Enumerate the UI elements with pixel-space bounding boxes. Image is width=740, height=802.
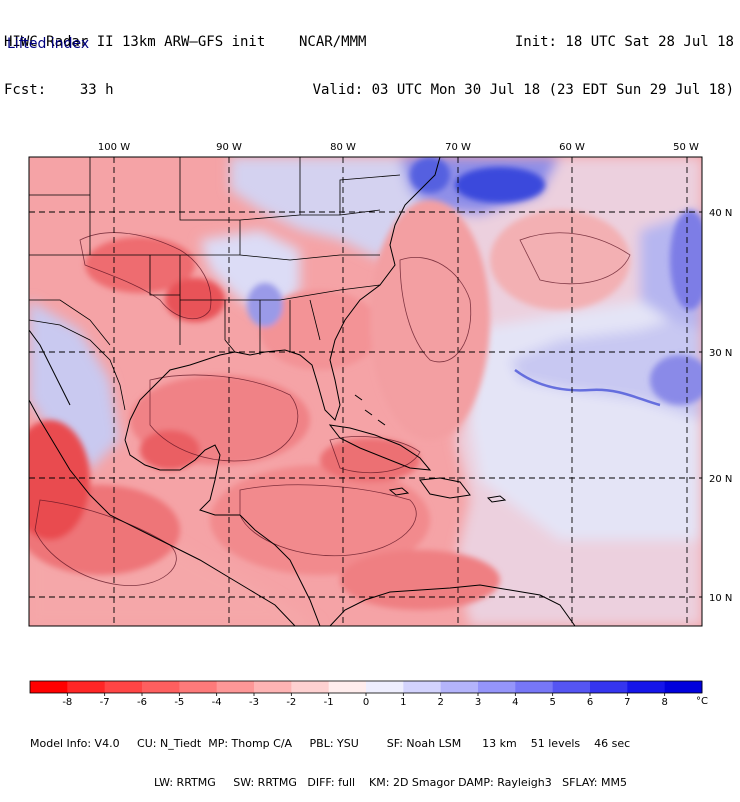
colorbar-swatch — [478, 681, 516, 693]
unstable-core-pacific — [29, 420, 90, 540]
map-border — [28, 156, 703, 627]
contour-line-cuba — [329, 436, 421, 474]
footer-line-2: LW: RRTMG SW: RRTMG DIFF: full KM: 2D Sm… — [154, 776, 627, 789]
coastline-central-america — [239, 514, 321, 626]
colorbar-label: -1 — [324, 697, 334, 708]
colorbar-label: -2 — [286, 697, 296, 708]
valid-time: Valid: 03 UTC Mon 30 Jul 18 (23 EDT Sun … — [312, 82, 734, 98]
model-title: HIWC Radar II 13km ARW—GFS init NCAR/MMM — [4, 34, 367, 50]
colorbar-swatch — [552, 681, 591, 693]
stable-core-gulf-maine — [455, 167, 545, 203]
colorbar-label: 6 — [587, 697, 593, 708]
colorbar-swatch — [403, 681, 442, 693]
stable-core-ridge-east — [650, 355, 702, 405]
contour-line-north-atlantic — [519, 232, 631, 285]
lifted-index-map: 100 W 90 W 80 W 70 W 60 W 50 W 40 N 30 N… — [28, 142, 732, 708]
unstable-core-central-atlantic — [490, 210, 630, 310]
lat-label-20n: 20 N — [709, 474, 732, 485]
colorbar-label: 0 — [363, 697, 369, 708]
lat-label-10n: 10 N — [709, 593, 732, 604]
colorbar-swatch — [104, 681, 143, 693]
lon-label-60w: 60 W — [559, 142, 585, 153]
contour-line-gulf — [149, 374, 299, 462]
colorbar-swatch — [366, 681, 404, 693]
coastline-pacific-mexico — [29, 399, 296, 626]
coastline-us-east — [124, 157, 441, 441]
footer-line-1: Model Info: V4.0 CU: N_Tiedt MP: Thomp C… — [30, 737, 631, 750]
colorbar-swatch — [590, 681, 628, 693]
stable-core-tennessee — [247, 283, 283, 327]
lon-label-100w: 100 W — [98, 142, 130, 153]
unstable-core-cuba — [320, 438, 420, 482]
colorbar-label: -5 — [174, 697, 184, 708]
stable-region-northeast-us — [230, 157, 440, 260]
colorbar-swatch — [67, 681, 106, 693]
header-right: Init: 18 UTC Sat 28 Jul 18 Valid: 03 UTC… — [313, 2, 734, 114]
field-label: Lifted index — [7, 36, 90, 52]
colorbar-label: -3 — [249, 697, 259, 708]
colorbar-swatch — [254, 681, 292, 693]
coastline-cuba — [328, 424, 432, 471]
colorbar-label: 4 — [512, 697, 518, 708]
unstable-core-atlantic-band — [370, 200, 490, 440]
colorbar-label: 7 — [624, 697, 630, 708]
stable-region-subtropical-ridge — [510, 310, 702, 420]
colorbar-label: -8 — [62, 697, 72, 708]
colorbar-swatch — [291, 681, 330, 693]
stable-core-east-atlantic — [670, 210, 702, 310]
unstable-core-caribbean — [210, 465, 430, 575]
coastline-baja — [29, 329, 71, 406]
init-time: Init: 18 UTC Sat 28 Jul 18 — [514, 34, 734, 50]
colorbar-swatch — [142, 681, 180, 693]
colorbar-unit: °C — [696, 696, 708, 707]
coastline-jamaica — [388, 487, 410, 496]
forecast-hour: Fcst: 33 h — [4, 82, 114, 98]
lon-label-80w: 80 W — [330, 142, 356, 153]
stable-streak-ridge — [514, 368, 661, 407]
lon-label-70w: 70 W — [445, 142, 471, 153]
colorbar-label: 8 — [661, 697, 667, 708]
coastline-mexico-gulf — [124, 439, 240, 516]
colorbar-label: -6 — [137, 697, 147, 708]
colorbar-swatch — [627, 681, 666, 693]
lat-label-40n: 40 N — [709, 208, 732, 219]
mexico-boundary — [29, 319, 126, 411]
colorbar-label: 3 — [475, 697, 481, 708]
contour-line-central-america — [34, 499, 177, 587]
header-left: HIWC Radar II 13km ARW—GFS init NCAR/MMM… — [4, 2, 366, 114]
state-boundaries — [29, 157, 401, 355]
model-info-footer: Model Info: V4.0 CU: N_Tiedt MP: Thomp C… — [30, 711, 630, 802]
colorbar-swatch — [30, 681, 68, 693]
colorbar-swatch — [328, 681, 367, 693]
lon-label-50w: 50 W — [673, 142, 699, 153]
colorbar-label: 2 — [437, 697, 443, 708]
coastline-south-america — [329, 584, 576, 626]
colorbar-swatch — [515, 681, 554, 693]
contour-line-plains — [79, 232, 212, 319]
colorbar-label: 1 — [400, 697, 406, 708]
colorbar-swatch — [179, 681, 218, 693]
colorbar-swatch — [216, 681, 255, 693]
colorbar: -8 -7 -6 -5 -4 -3 -2 -1 0 1 2 3 4 5 6 7 8 — [29, 680, 703, 708]
stable-core-new-england — [410, 157, 450, 193]
colorbar-label: -4 — [212, 697, 222, 708]
lon-label-90w: 90 W — [216, 142, 242, 153]
lat-label-30n: 30 N — [709, 348, 732, 359]
unstable-core-southern-plains — [85, 237, 195, 293]
coastline-bahamas — [354, 394, 386, 426]
unstable-core-yucatan — [140, 430, 200, 470]
colorbar-swatch — [440, 681, 479, 693]
colorbar-label: -7 — [100, 697, 110, 708]
colorbar-swatch — [664, 681, 703, 693]
colorbar-label: 5 — [549, 697, 555, 708]
coastline-puerto-rico — [486, 495, 507, 503]
